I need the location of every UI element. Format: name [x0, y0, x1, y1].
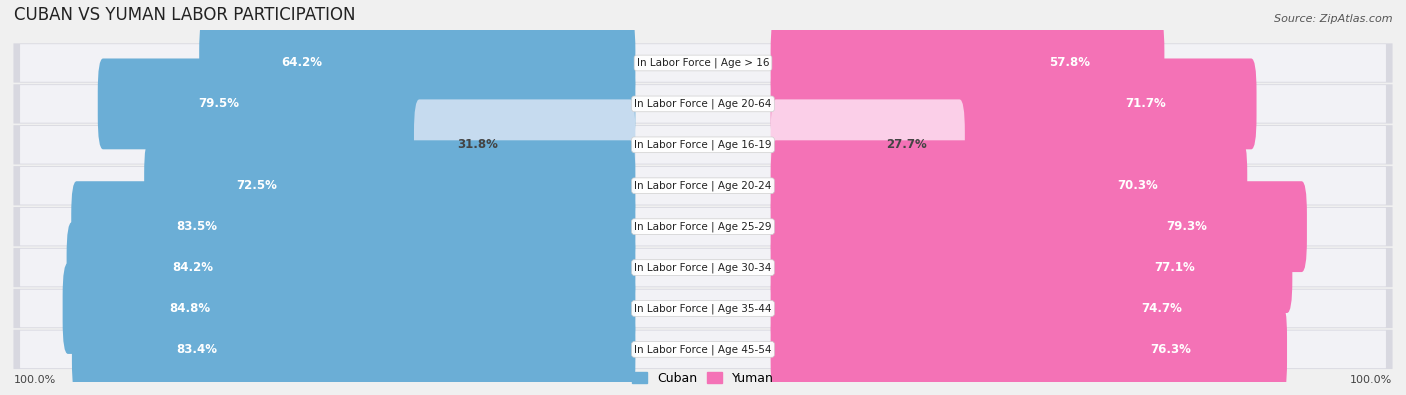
- FancyBboxPatch shape: [72, 181, 636, 272]
- FancyBboxPatch shape: [770, 58, 1257, 149]
- FancyBboxPatch shape: [20, 44, 1386, 82]
- Text: 70.3%: 70.3%: [1118, 179, 1159, 192]
- FancyBboxPatch shape: [770, 140, 1247, 231]
- FancyBboxPatch shape: [14, 289, 1392, 328]
- Text: 71.7%: 71.7%: [1125, 98, 1166, 110]
- FancyBboxPatch shape: [145, 140, 636, 231]
- FancyBboxPatch shape: [770, 304, 1286, 395]
- FancyBboxPatch shape: [20, 167, 1386, 205]
- Text: 84.8%: 84.8%: [169, 302, 211, 315]
- FancyBboxPatch shape: [14, 330, 1392, 369]
- Text: 79.5%: 79.5%: [198, 98, 239, 110]
- Text: In Labor Force | Age 20-24: In Labor Force | Age 20-24: [634, 181, 772, 191]
- Text: 76.3%: 76.3%: [1150, 343, 1191, 356]
- FancyBboxPatch shape: [20, 126, 1386, 164]
- FancyBboxPatch shape: [770, 17, 1164, 108]
- FancyBboxPatch shape: [14, 166, 1392, 205]
- FancyBboxPatch shape: [20, 249, 1386, 286]
- Text: 100.0%: 100.0%: [1350, 375, 1392, 385]
- Text: 72.5%: 72.5%: [236, 179, 277, 192]
- Text: 57.8%: 57.8%: [1049, 56, 1090, 70]
- Text: In Labor Force | Age 35-44: In Labor Force | Age 35-44: [634, 303, 772, 314]
- Legend: Cuban, Yuman: Cuban, Yuman: [627, 367, 779, 390]
- FancyBboxPatch shape: [20, 331, 1386, 368]
- FancyBboxPatch shape: [20, 208, 1386, 245]
- Text: 74.7%: 74.7%: [1142, 302, 1182, 315]
- FancyBboxPatch shape: [14, 207, 1392, 246]
- FancyBboxPatch shape: [770, 181, 1308, 272]
- Text: In Labor Force | Age 16-19: In Labor Force | Age 16-19: [634, 139, 772, 150]
- Text: Source: ZipAtlas.com: Source: ZipAtlas.com: [1274, 14, 1392, 24]
- Text: 31.8%: 31.8%: [457, 138, 498, 151]
- Text: 83.4%: 83.4%: [177, 343, 218, 356]
- Text: CUBAN VS YUMAN LABOR PARTICIPATION: CUBAN VS YUMAN LABOR PARTICIPATION: [14, 6, 356, 24]
- Text: 84.2%: 84.2%: [173, 261, 214, 274]
- Text: In Labor Force | Age 20-64: In Labor Force | Age 20-64: [634, 99, 772, 109]
- Text: 83.5%: 83.5%: [176, 220, 217, 233]
- Text: 64.2%: 64.2%: [281, 56, 322, 70]
- Text: In Labor Force | Age > 16: In Labor Force | Age > 16: [637, 58, 769, 68]
- Text: 27.7%: 27.7%: [886, 138, 927, 151]
- FancyBboxPatch shape: [14, 43, 1392, 83]
- FancyBboxPatch shape: [20, 85, 1386, 123]
- Text: In Labor Force | Age 45-54: In Labor Force | Age 45-54: [634, 344, 772, 355]
- Text: 79.3%: 79.3%: [1166, 220, 1206, 233]
- FancyBboxPatch shape: [66, 222, 636, 313]
- FancyBboxPatch shape: [20, 290, 1386, 327]
- FancyBboxPatch shape: [14, 248, 1392, 287]
- FancyBboxPatch shape: [63, 263, 636, 354]
- FancyBboxPatch shape: [14, 125, 1392, 164]
- FancyBboxPatch shape: [98, 58, 636, 149]
- FancyBboxPatch shape: [72, 304, 636, 395]
- Text: 77.1%: 77.1%: [1154, 261, 1195, 274]
- Text: In Labor Force | Age 30-34: In Labor Force | Age 30-34: [634, 262, 772, 273]
- FancyBboxPatch shape: [770, 263, 1277, 354]
- FancyBboxPatch shape: [413, 100, 636, 190]
- Text: In Labor Force | Age 25-29: In Labor Force | Age 25-29: [634, 222, 772, 232]
- FancyBboxPatch shape: [14, 84, 1392, 124]
- FancyBboxPatch shape: [770, 100, 965, 190]
- FancyBboxPatch shape: [200, 17, 636, 108]
- FancyBboxPatch shape: [770, 222, 1292, 313]
- Text: 100.0%: 100.0%: [14, 375, 56, 385]
